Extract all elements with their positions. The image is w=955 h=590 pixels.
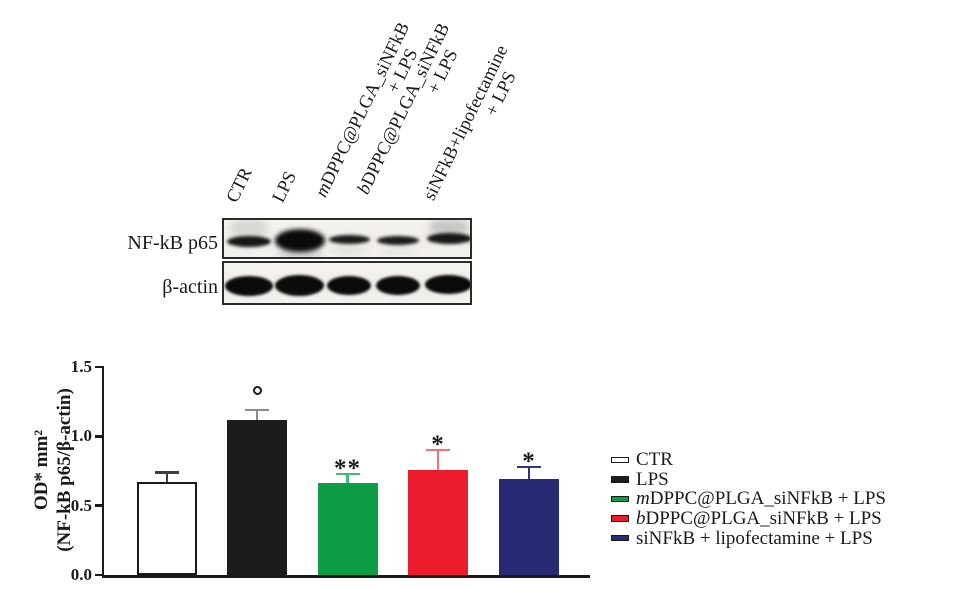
- legend-swatch: [611, 456, 629, 464]
- data-bar-5: [499, 479, 559, 575]
- error-bar-line: [165, 472, 169, 491]
- data-bar-1: [137, 482, 197, 575]
- legend-label: mDPPC@PLGA_siNFkB + LPS: [636, 488, 886, 510]
- legend-item: LPS: [611, 470, 886, 490]
- legend-item: siNFkB + lipofectamine + LPS: [611, 528, 886, 548]
- legend-swatch: [611, 495, 629, 503]
- legend-item: bDPPC@PLGA_siNFkB + LPS: [611, 509, 886, 529]
- significance-marker: **: [334, 454, 361, 482]
- blot-band: [426, 232, 470, 244]
- y-tick-label: 1.0: [70, 426, 92, 446]
- error-bar-line: [527, 466, 531, 488]
- lane-label-text: LPS: [269, 168, 301, 206]
- data-bar-2: [227, 419, 287, 575]
- chart-legend: CTR LPS mDPPC@PLGA_siNFkB + LPS bDPPC@PLGA_…: [611, 450, 886, 548]
- blot-smudge: [279, 247, 321, 257]
- error-bar-cap: [335, 472, 360, 476]
- x-axis-line: [101, 574, 590, 578]
- blot-smudge: [381, 248, 415, 254]
- significance-marker: *: [431, 431, 445, 459]
- blot-band: [376, 276, 420, 295]
- blot-band: [227, 235, 271, 247]
- blot-panel-nfkb-p65: [222, 218, 472, 259]
- y-axis-label: OD* mm² (NF-kB p65/β-actin): [30, 354, 76, 586]
- blot-smudge: [230, 220, 268, 237]
- error-bar-cap: [426, 448, 450, 452]
- significance-marker: *: [522, 447, 536, 475]
- blot-row-label-nfkb: NF-kB p65: [127, 232, 218, 254]
- error-bar-cap: [245, 408, 269, 412]
- y-axis-tick: [94, 504, 104, 507]
- legend-item: CTR: [611, 450, 886, 470]
- lane-label-line1: CTR: [223, 164, 257, 206]
- y-tick-label: 1.5: [70, 356, 92, 376]
- lane-label-text: CTR: [223, 164, 257, 206]
- blot-band: [225, 275, 273, 296]
- y-axis-label-line1: OD* mm²: [31, 429, 52, 511]
- legend-swatch: [611, 515, 629, 522]
- error-bar-cap: [517, 465, 541, 469]
- blot-band: [275, 228, 325, 252]
- blot-smudge: [429, 220, 469, 235]
- legend-item: mDPPC@PLGA_siNFkB + LPS: [611, 489, 886, 509]
- y-axis-tick: [94, 435, 104, 438]
- blot-band: [377, 235, 419, 245]
- blot-panel-beta-actin: [222, 260, 472, 305]
- blot-band: [327, 276, 371, 295]
- y-axis-line: [101, 365, 105, 577]
- lane-label-line1: LPS: [269, 168, 301, 206]
- y-axis-tick: [94, 573, 104, 577]
- y-axis-tick: [94, 365, 104, 369]
- error-bar-line: [346, 473, 349, 492]
- y-tick-label: 0.5: [70, 495, 92, 515]
- data-bar-3: [317, 483, 378, 575]
- blot-row-label-bactin: β-actin: [162, 276, 218, 298]
- y-axis-label-line2: (NF-kB p65/β-actin): [54, 388, 75, 552]
- error-bar-cap: [155, 471, 179, 474]
- error-bar-line: [255, 409, 259, 428]
- legend-label: LPS: [636, 468, 669, 490]
- blot-band: [328, 234, 370, 244]
- legend-label: bDPPC@PLGA_siNFkB + LPS: [636, 508, 882, 530]
- blot-band: [274, 275, 324, 296]
- error-bar-line: [436, 450, 440, 478]
- legend-swatch: [611, 534, 629, 542]
- legend-swatch: [611, 476, 629, 483]
- significance-marker-circle: [252, 386, 262, 396]
- y-tick-label: 0.0: [70, 565, 92, 584]
- blot-smudge: [332, 248, 366, 254]
- data-bar-4: [408, 469, 468, 575]
- blot-band: [424, 275, 470, 294]
- legend-label: siNFkB + lipofectamine + LPS: [636, 527, 873, 549]
- legend-label: CTR: [636, 449, 673, 471]
